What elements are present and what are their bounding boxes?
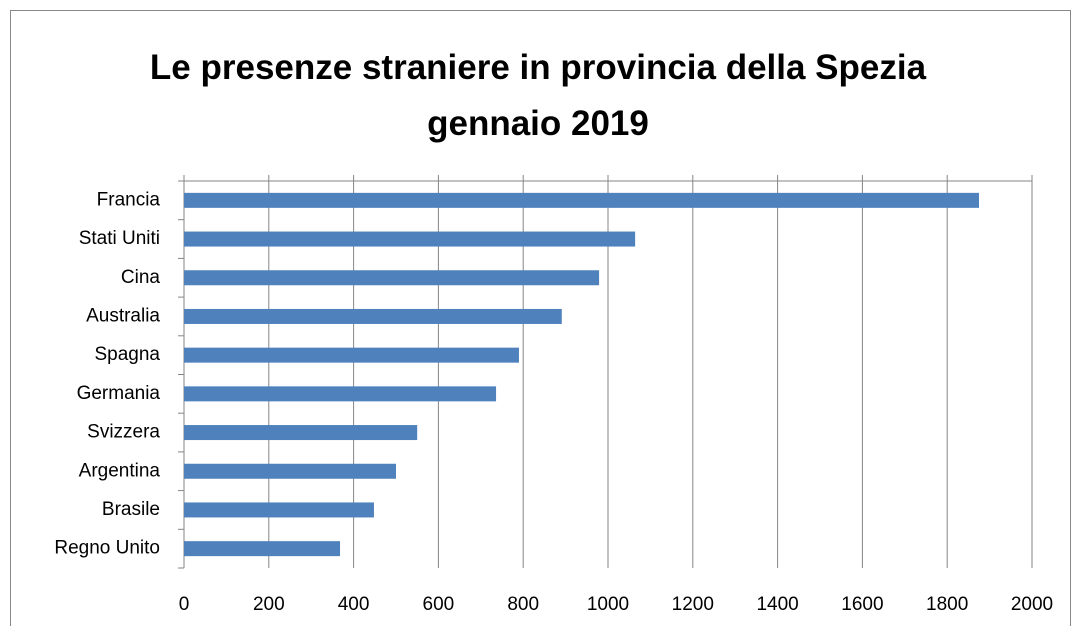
y-tick-label: Francia <box>97 189 161 210</box>
bar <box>184 347 519 363</box>
bar <box>184 425 418 441</box>
x-tick-label: 1400 <box>756 594 798 615</box>
x-tick-label: 1800 <box>926 594 968 615</box>
x-tick-label: 1200 <box>672 594 714 615</box>
bar <box>184 502 374 518</box>
bar <box>184 541 341 557</box>
x-tick-label: 600 <box>423 594 455 615</box>
y-tick-label: Australia <box>86 305 160 326</box>
x-tick-label: 1000 <box>587 594 629 615</box>
x-tick-label: 200 <box>253 594 285 615</box>
y-tick-label: Regno Unito <box>54 538 160 559</box>
x-tick-label: 400 <box>338 594 370 615</box>
y-tick-label: Argentina <box>79 460 161 481</box>
bar <box>184 386 497 402</box>
y-tick-label: Germania <box>77 383 161 404</box>
bar <box>184 463 396 479</box>
y-tick-label: Svizzera <box>87 422 160 443</box>
bar <box>184 231 636 247</box>
bar <box>184 308 562 324</box>
x-tick-label: 1600 <box>841 594 883 615</box>
x-tick-label: 800 <box>507 594 539 615</box>
y-tick-label: Cina <box>121 267 161 288</box>
y-tick-label: Brasile <box>102 499 160 520</box>
y-tick-label: Stati Uniti <box>79 228 160 249</box>
y-tick-label: Spagna <box>94 344 160 365</box>
x-tick-label: 0 <box>179 594 190 615</box>
bar <box>184 270 600 286</box>
chart-title: Le presenze straniere in provincia della… <box>149 48 927 143</box>
x-tick-label: 2000 <box>1011 594 1053 615</box>
chart-border <box>10 10 1071 626</box>
bar <box>184 192 979 208</box>
